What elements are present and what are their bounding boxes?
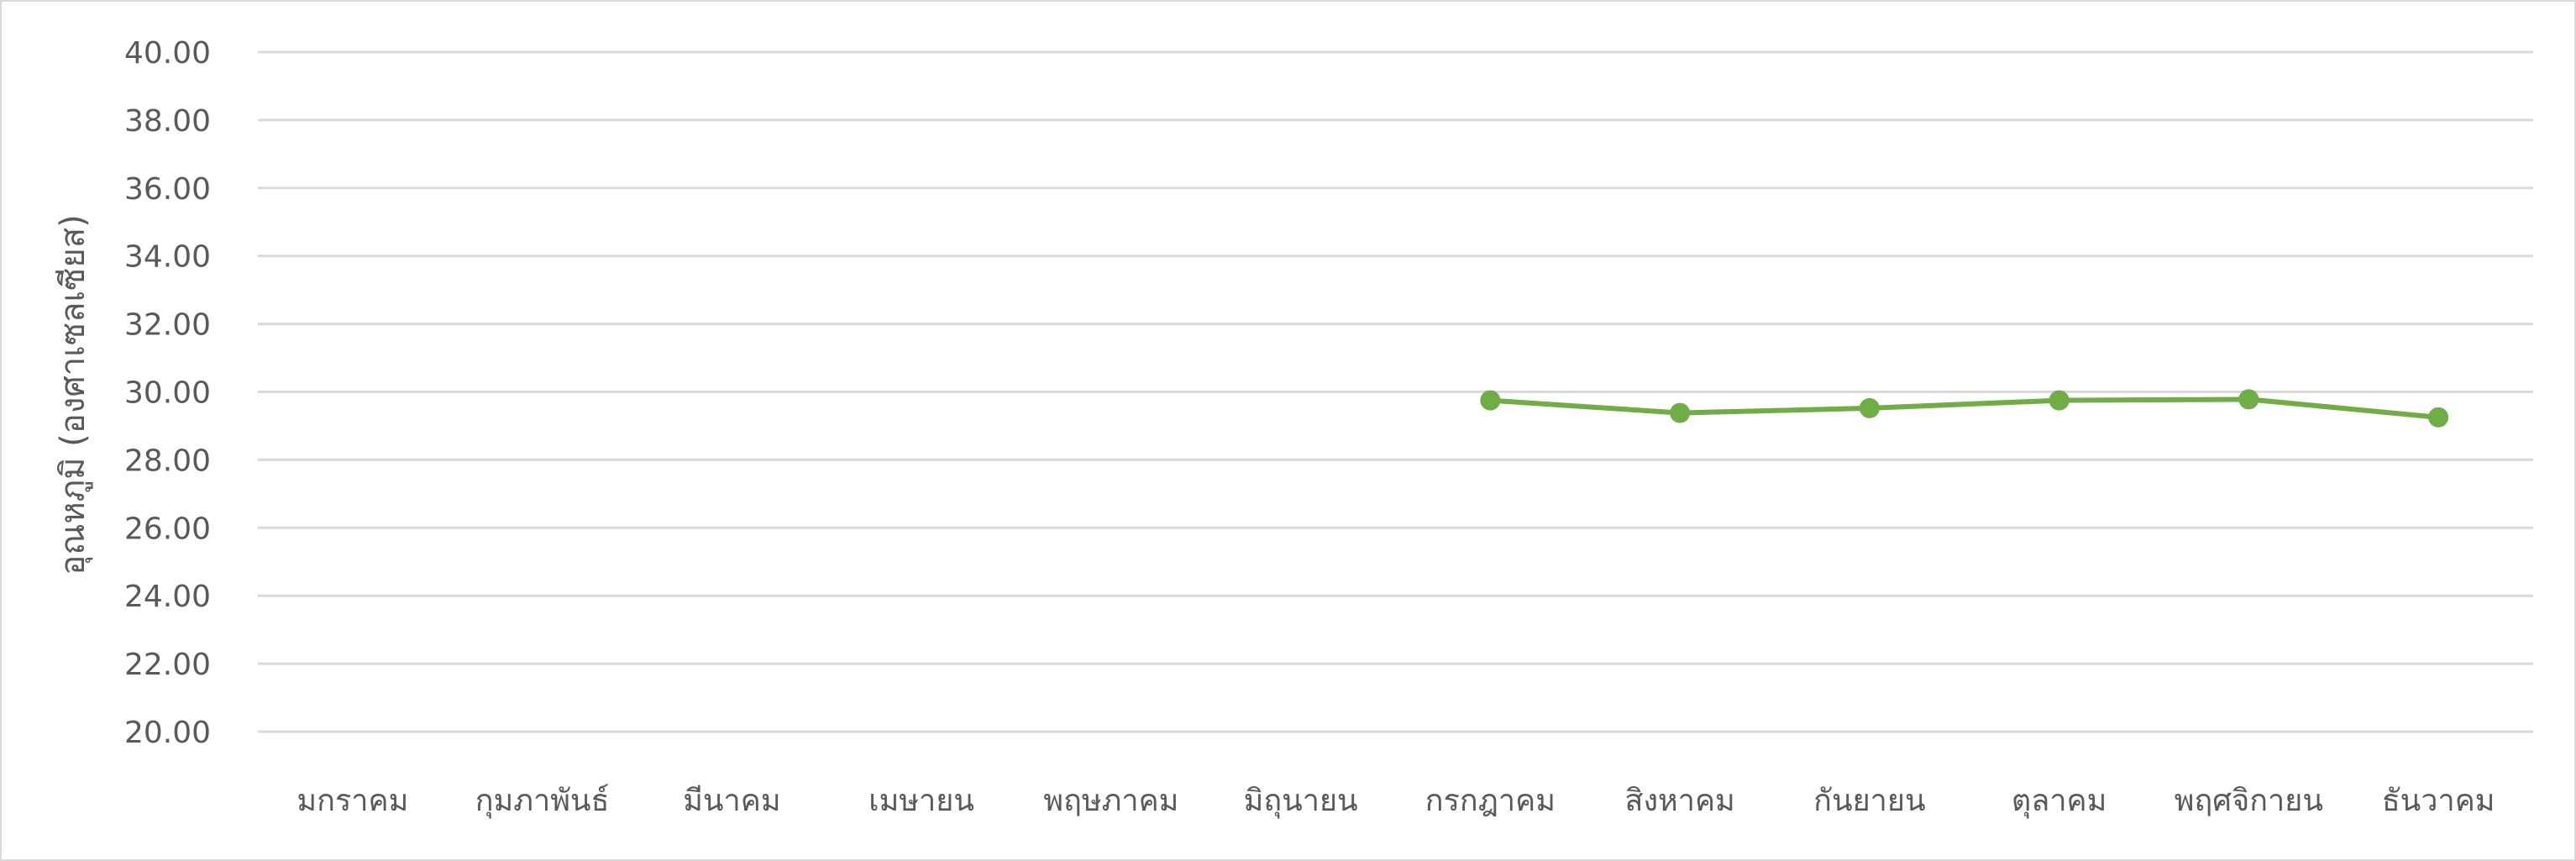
y-tick-label: 38.00 — [124, 104, 211, 139]
x-tick-label: ธันวาคม — [2382, 784, 2495, 818]
x-tick-label: มกราคม — [296, 784, 408, 818]
x-tick-label: มีนาคม — [683, 784, 780, 818]
x-tick-label: เมษายน — [868, 784, 974, 818]
x-tick-label: พฤษภาคม — [1043, 784, 1178, 818]
data-point — [2049, 390, 2070, 411]
x-tick-label: ตุลาคม — [2012, 784, 2106, 819]
series-layer — [1480, 389, 2449, 428]
data-point — [2238, 389, 2259, 410]
data-point — [1480, 390, 1501, 411]
x-tick-label: สิงหาคม — [1624, 784, 1734, 818]
y-tick-label: 36.00 — [124, 172, 211, 207]
y-tick-label: 28.00 — [124, 444, 211, 478]
data-point — [1670, 402, 1691, 423]
y-axis-ticks: 20.00 22.00 24.00 26.00 28.00 30.00 32.00 34.00… — [124, 36, 211, 750]
y-axis-label: อุณหภูมิ (องศาเซลเซียส) — [54, 214, 93, 575]
x-tick-label: พฤศจิกายน — [2175, 784, 2323, 818]
series-line — [1487, 396, 2442, 420]
y-tick-label: 34.00 — [124, 240, 211, 275]
x-axis-ticks: มกราคม กุมภาพันธ์ มีนาคม เมษายน พฤษภาคม มิถุน… — [296, 784, 2495, 819]
x-tick-label: กรกฎาคม — [1425, 784, 1556, 818]
data-point — [1859, 397, 1880, 418]
y-tick-label: 32.00 — [124, 308, 211, 343]
x-tick-label: กันยายน — [1813, 784, 1925, 818]
x-tick-label: กุมภาพันธ์ — [475, 784, 610, 819]
y-tick-label: 22.00 — [124, 648, 211, 682]
y-tick-label: 20.00 — [124, 716, 211, 750]
y-tick-label: 24.00 — [124, 580, 211, 614]
data-point — [2428, 407, 2449, 428]
x-tick-label: มิถุนายน — [1244, 784, 1358, 819]
gridlines — [258, 50, 2533, 733]
y-tick-label: 30.00 — [124, 376, 211, 411]
y-tick-label: 40.00 — [124, 36, 211, 71]
y-tick-label: 26.00 — [124, 512, 211, 546]
